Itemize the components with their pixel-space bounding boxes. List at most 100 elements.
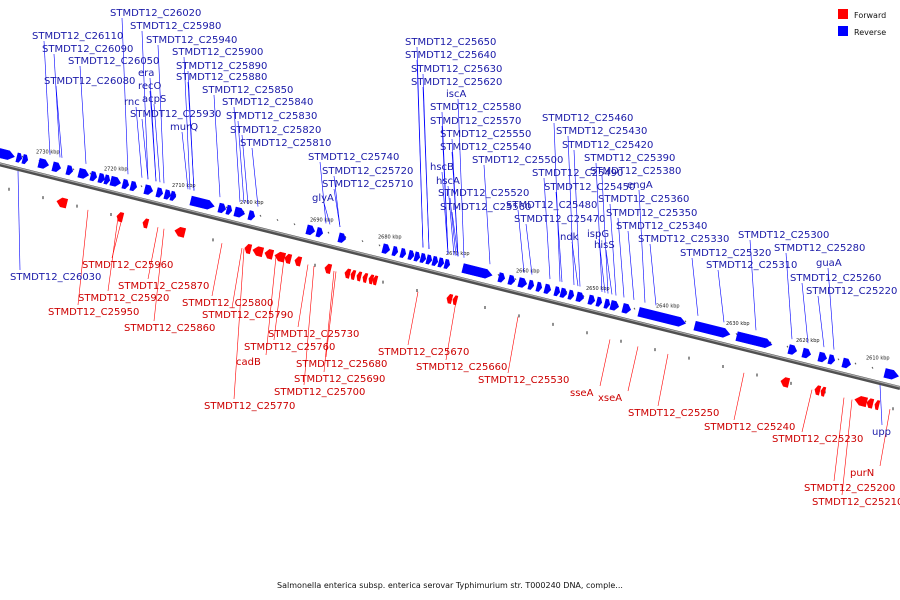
forward-gene-label: STMDT12_C25680 bbox=[296, 359, 387, 370]
reverse-gene-label: acpS bbox=[142, 94, 166, 105]
reverse-leader-line bbox=[451, 211, 459, 257]
reverse-leader-line bbox=[595, 162, 603, 293]
reverse-gene-arrow bbox=[337, 232, 347, 243]
forward-gene-label: sseA bbox=[570, 388, 594, 399]
reverse-gene-label: STMDT12_C25420 bbox=[562, 140, 653, 151]
reverse-gene-label: STMDT12_C25720 bbox=[322, 166, 413, 177]
reverse-leader-line bbox=[241, 134, 249, 205]
tick-dash bbox=[225, 206, 228, 209]
reverse-leader-line bbox=[416, 59, 424, 248]
reverse-gene-arrow bbox=[305, 224, 316, 236]
forward-leader-line bbox=[833, 397, 845, 482]
reverse-gene-label: STMDT12_C25820 bbox=[230, 125, 321, 136]
reverse-gene-label: guaA bbox=[816, 258, 842, 269]
reverse-gene-label: hscB bbox=[430, 162, 454, 173]
tick-dash bbox=[276, 218, 279, 222]
reverse-gene-label: STMDT12_C25310 bbox=[706, 260, 797, 271]
tick-dash bbox=[735, 332, 738, 336]
forward-gene-arrow bbox=[284, 253, 293, 265]
reverse-gene-label: STMDT12_C25890 bbox=[176, 61, 267, 72]
reverse-gene-label: STMDT12_C25580 bbox=[430, 102, 521, 113]
reverse-leader-line bbox=[567, 135, 575, 286]
forward-gene-label: STMDT12_C25770 bbox=[204, 401, 295, 412]
reverse-gene-arrow bbox=[129, 180, 138, 192]
forward-gene-label: STMDT12_C25700 bbox=[274, 387, 365, 398]
forward-gene-label: STMDT12_C25690 bbox=[294, 374, 385, 385]
reverse-gene-label: STMDT12_C25470 bbox=[514, 214, 605, 225]
reverse-leader-line bbox=[605, 249, 613, 295]
reverse-gene-arrow bbox=[225, 204, 233, 215]
reverse-gene-arrow bbox=[97, 172, 106, 184]
reverse-gene-label: STMDT12_C25930 bbox=[130, 109, 221, 120]
reverse-gene-label: STMDT12_C25830 bbox=[226, 111, 317, 122]
reverse-gene-label: STMDT12_C25450 bbox=[544, 182, 635, 193]
reverse-gene-label: hscA bbox=[436, 176, 460, 187]
reverse-leader-line bbox=[251, 147, 259, 207]
reverse-leader-line bbox=[827, 267, 835, 350]
reverse-gene-arrow bbox=[883, 368, 899, 380]
reverse-gene-arrow bbox=[527, 279, 535, 290]
forward-leader-line bbox=[841, 399, 853, 496]
reverse-gene-label: STMDT12_C25630 bbox=[411, 64, 502, 75]
genome-axis bbox=[0, 162, 900, 390]
reverse-gene-arrow bbox=[735, 331, 773, 349]
reverse-gene-label: STMDT12_C25740 bbox=[308, 152, 399, 163]
legend-reverse-label: Reverse bbox=[854, 28, 886, 37]
reverse-gene-label: murQ bbox=[170, 122, 198, 133]
reverse-gene-arrow bbox=[407, 249, 415, 261]
reverse-gene-arrow bbox=[217, 202, 227, 214]
forward-leader-line bbox=[879, 408, 891, 467]
reverse-gene-label: recO bbox=[138, 81, 162, 92]
tick-dash bbox=[378, 244, 381, 247]
reverse-leader-line bbox=[181, 131, 189, 190]
forward-gene-label: STMDT12_C25530 bbox=[478, 375, 569, 386]
forward-gene-label: STMDT12_C25870 bbox=[118, 281, 209, 292]
reverse-gene-arrow bbox=[801, 347, 812, 359]
reverse-leader-line bbox=[451, 151, 459, 257]
forward-leader-line bbox=[657, 353, 669, 407]
reverse-gene-label: STMDT12_C26030 bbox=[10, 272, 101, 283]
tick-label: 2690 kbp bbox=[310, 217, 334, 223]
reverse-gene-label: STMDT12_C25500 bbox=[472, 155, 563, 166]
reverse-gene-arrow bbox=[163, 189, 172, 200]
reverse-gene-label: STMDT12_C25280 bbox=[774, 243, 865, 254]
reverse-gene-arrow bbox=[621, 303, 632, 314]
tick-dash bbox=[293, 223, 296, 226]
tick-dash bbox=[871, 366, 874, 369]
forward-gene-label: STMDT12_C25200 bbox=[804, 483, 895, 494]
tick-dash bbox=[89, 172, 92, 175]
reverse-leader-line bbox=[149, 90, 157, 182]
reverse-leader-line bbox=[449, 197, 457, 256]
reverse-leader-line bbox=[319, 161, 327, 224]
reverse-gene-label: STMDT12_C25350 bbox=[606, 208, 697, 219]
reverse-gene-label: STMDT12_C25840 bbox=[222, 97, 313, 108]
reverse-gene-arrow bbox=[15, 152, 23, 163]
reverse-gene-arrow bbox=[559, 287, 568, 298]
tick-label: 2680 kbp bbox=[378, 234, 402, 240]
forward-gene-label: STMDT12_C25960 bbox=[82, 260, 173, 271]
forward-gene-label: STMDT12_C25240 bbox=[704, 422, 795, 433]
reverse-gene-label: STMDT12_C25220 bbox=[806, 286, 897, 297]
reverse-leader-line bbox=[517, 209, 525, 273]
reverse-gene-label: STMDT12_C25460 bbox=[542, 113, 633, 124]
reverse-gene-label: STMDT12_C25560 bbox=[440, 202, 531, 213]
forward-gene-arrow bbox=[866, 398, 875, 409]
forward-leader-line bbox=[265, 256, 277, 356]
reverse-leader-line bbox=[135, 106, 143, 178]
reverse-gene-arrow bbox=[517, 277, 528, 288]
reverse-gene-arrow bbox=[609, 300, 620, 311]
reverse-gene-label: ispG bbox=[587, 229, 609, 240]
reverse-leader-line bbox=[573, 149, 581, 287]
forward-gene-arrow bbox=[372, 275, 379, 286]
reverse-leader-line bbox=[333, 175, 341, 227]
forward-gene-labels: STMDT12_C25960STMDT12_C25870STMDT12_C259… bbox=[48, 260, 900, 508]
forward-gene-arrow bbox=[874, 400, 881, 411]
forward-gene-arrow bbox=[264, 249, 275, 260]
reverse-gene-arrow bbox=[121, 178, 130, 190]
reverse-leader-line bbox=[79, 65, 87, 164]
forward-leader-line bbox=[733, 372, 745, 421]
reverse-gene-arrow bbox=[693, 320, 731, 338]
forward-leader-line bbox=[599, 339, 611, 387]
reverse-gene-arrow bbox=[65, 165, 74, 176]
reverse-leader-line bbox=[53, 53, 61, 158]
